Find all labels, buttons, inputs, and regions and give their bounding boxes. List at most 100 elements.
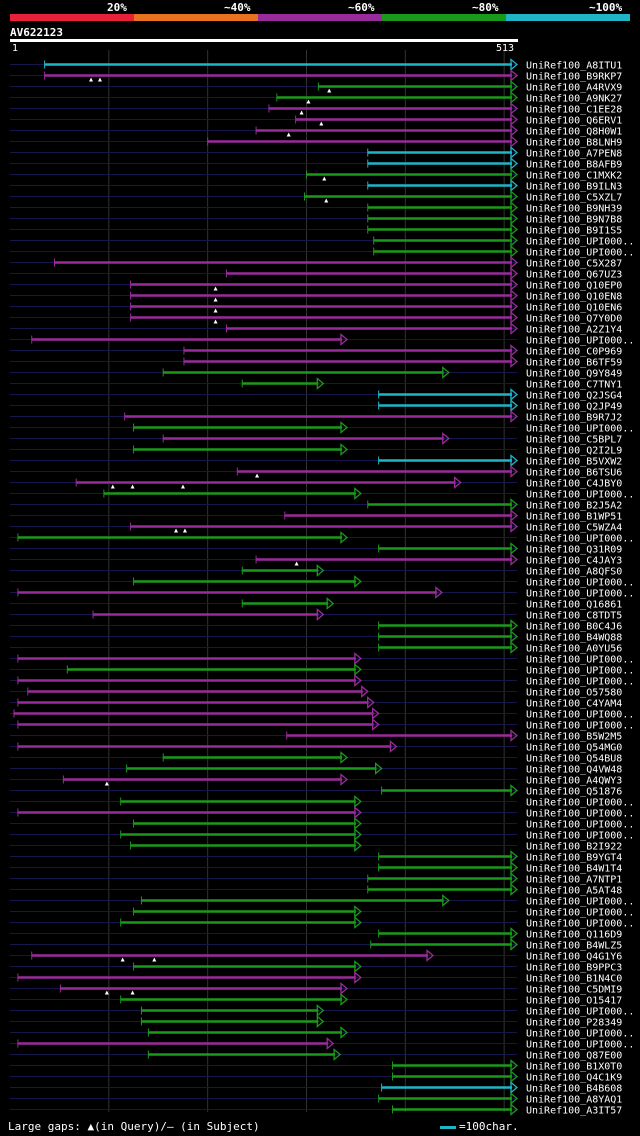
hit-arrow — [340, 773, 349, 786]
hit-arrow — [510, 641, 519, 654]
hit-label: UniRef100_C8TDT5 — [526, 611, 622, 622]
hit-label: UniRef100_UPI000.. — [526, 1007, 634, 1018]
hit-arrow — [510, 212, 519, 225]
hit-label: UniRef100_Q67UZ3 — [526, 270, 622, 281]
hit-label: UniRef100_P28349 — [526, 1018, 622, 1029]
hit-arrow — [435, 586, 443, 599]
hit-label: UniRef100_B4W1T4 — [526, 864, 622, 875]
hit-arrow — [510, 630, 519, 643]
hit-label: UniRef100_UPI000.. — [526, 677, 634, 688]
hit-arrow — [510, 872, 519, 885]
hit-arrow — [510, 69, 519, 82]
hit-label: UniRef100_A7PEN8 — [526, 149, 622, 160]
hit-arrow — [340, 982, 349, 995]
hit-arrow — [340, 531, 349, 544]
hit-arrow — [510, 1103, 519, 1116]
scale-label: =100char. — [459, 1120, 519, 1133]
hit-arrow — [510, 388, 519, 401]
hit-label: UniRef100_Q7Y0D0 — [526, 314, 622, 325]
hit-label: UniRef100_B4B608 — [526, 1084, 622, 1095]
hit-label: UniRef100_UPI000.. — [526, 1029, 634, 1040]
hit-arrow — [510, 234, 519, 247]
hit-arrow — [326, 597, 335, 610]
hit-label: UniRef100_B1N4C0 — [526, 974, 622, 985]
hit-label: UniRef100_UPI000.. — [526, 490, 634, 501]
hit-label: UniRef100_C5BPL7 — [526, 435, 622, 446]
identity-legend-bar — [10, 14, 630, 21]
hit-label: UniRef100_C0P969 — [526, 347, 622, 358]
hit-arrow — [354, 795, 362, 808]
hit-arrow — [510, 784, 519, 797]
hit-arrow — [510, 91, 519, 104]
hit-arrow — [510, 498, 519, 511]
hit-arrow — [354, 806, 362, 819]
hit-arrow — [510, 146, 519, 159]
legend-label: ~80% — [472, 1, 499, 14]
hit-label: UniRef100_Q54BU8 — [526, 754, 622, 765]
query-gap-marker — [130, 484, 135, 489]
hit-arrow — [510, 289, 519, 302]
hit-arrow — [354, 817, 362, 830]
hit-arrow — [371, 718, 380, 731]
hit-arrow — [510, 135, 519, 148]
query-gap-marker — [327, 88, 332, 93]
query-ruler — [10, 39, 518, 42]
hit-arrow — [510, 1070, 519, 1083]
hit-label: UniRef100_B9PPC3 — [526, 963, 622, 974]
hit-label: UniRef100_Q10EN6 — [526, 303, 622, 314]
hit-arrow — [510, 520, 519, 533]
query-gap-marker — [294, 561, 299, 566]
hit-arrow — [371, 707, 380, 720]
hit-arrow — [510, 850, 519, 863]
hit-label: UniRef100_C1MXK2 — [526, 171, 622, 182]
hit-label: UniRef100_Q4VW48 — [526, 765, 622, 776]
hit-arrow — [510, 553, 519, 566]
legend-segment — [134, 14, 258, 21]
hit-arrow — [510, 80, 519, 93]
hit-arrow — [510, 509, 519, 522]
hit-arrow — [510, 454, 519, 467]
hit-arrow — [510, 179, 519, 192]
hit-label: UniRef100_Q54MG0 — [526, 743, 622, 754]
hit-label: UniRef100_A9NK27 — [526, 94, 622, 105]
query-gap-marker — [319, 121, 324, 126]
hit-label: UniRef100_C1EE28 — [526, 105, 622, 116]
hit-label: UniRef100_C4JBY0 — [526, 479, 622, 490]
hit-arrow — [510, 190, 519, 203]
query-gap-marker — [286, 132, 291, 137]
hit-arrow — [354, 916, 362, 929]
query-gap-marker — [255, 473, 260, 478]
query-name: AV622123 — [10, 26, 63, 39]
hit-label: UniRef100_B4WLZ5 — [526, 941, 622, 952]
query-gap-marker — [180, 484, 185, 489]
hit-label: UniRef100_B8LNH9 — [526, 138, 622, 149]
hit-arrow — [510, 157, 519, 170]
ruler-end-label: 513 — [496, 43, 515, 54]
hit-label: UniRef100_Q10EP0 — [526, 281, 622, 292]
hit-label: UniRef100_B9RKP7 — [526, 72, 622, 83]
hit-arrow — [510, 311, 519, 324]
hit-arrow — [510, 168, 519, 181]
hit-arrow — [510, 344, 519, 357]
hit-label: UniRef100_UPI000.. — [526, 809, 634, 820]
hit-arrow — [354, 971, 362, 984]
hit-arrow — [354, 905, 362, 918]
hit-label: UniRef100_C4JAY3 — [526, 556, 622, 567]
hit-label: UniRef100_B5VXW2 — [526, 457, 622, 468]
hit-label: UniRef100_B6TSU6 — [526, 468, 622, 479]
legend-label: ~100% — [589, 1, 623, 14]
hit-label: UniRef100_C7TNY1 — [526, 380, 622, 391]
legend-segment — [258, 14, 382, 21]
hit-label: UniRef100_A8QFS0 — [526, 567, 622, 578]
hit-arrow — [354, 828, 362, 841]
hit-arrow — [510, 102, 519, 115]
hit-label: UniRef100_Q2I2L9 — [526, 446, 622, 457]
query-gap-marker — [89, 77, 94, 82]
query-gap-marker — [213, 308, 218, 313]
legend-segment — [506, 14, 630, 21]
hit-label: UniRef100_B9YGT4 — [526, 853, 622, 864]
hit-label: UniRef100_UPI000.. — [526, 710, 634, 721]
hit-arrow — [316, 564, 325, 577]
hit-label: UniRef100_A7NTP1 — [526, 875, 622, 886]
query-gap-marker — [299, 110, 304, 115]
